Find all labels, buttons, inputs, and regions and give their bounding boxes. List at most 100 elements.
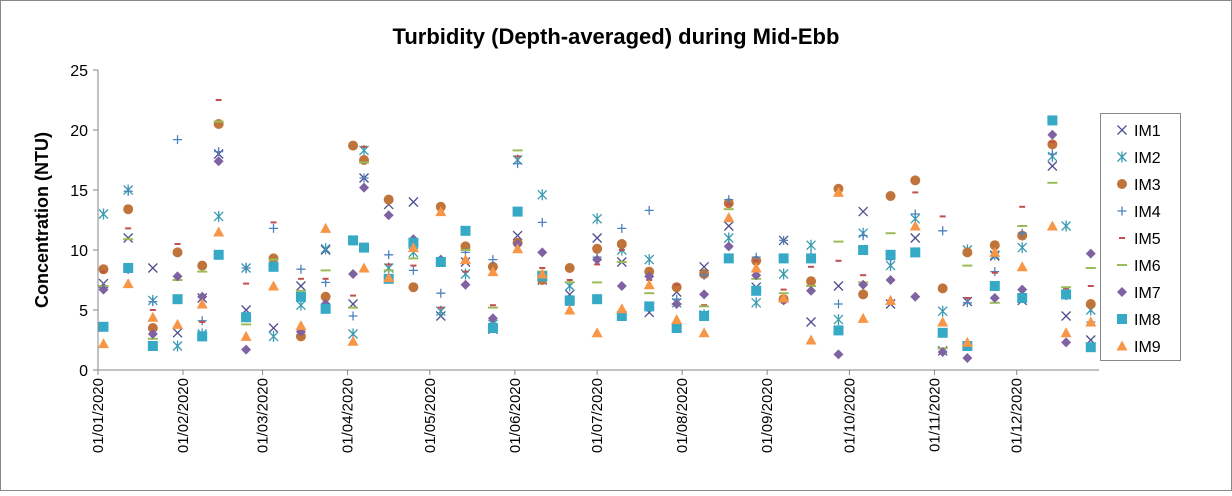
data-point <box>751 297 762 309</box>
legend-marker <box>1117 314 1127 324</box>
data-point <box>348 235 359 246</box>
data-point <box>699 311 710 321</box>
legend-marker <box>1116 340 1128 351</box>
data-point <box>671 282 682 293</box>
data-point <box>320 222 332 233</box>
data-point <box>616 311 627 321</box>
data-point <box>295 291 306 302</box>
data-point <box>858 279 869 290</box>
x-tick-label: 01/04/2020 <box>340 378 357 453</box>
x-tick-label: 01/08/2020 <box>674 378 691 453</box>
data-point <box>806 239 817 251</box>
data-point <box>806 285 817 296</box>
data-point <box>98 284 109 295</box>
data-point <box>348 140 359 151</box>
data-point <box>98 264 109 275</box>
legend-marker <box>1117 287 1127 297</box>
data-point <box>241 263 251 273</box>
data-point <box>779 235 789 245</box>
data-point <box>1085 316 1097 327</box>
data-point <box>537 189 548 201</box>
data-point <box>1061 220 1072 232</box>
data-point <box>359 155 370 165</box>
data-point <box>1017 228 1027 238</box>
data-point <box>805 334 817 345</box>
data-point <box>268 330 279 342</box>
data-point <box>989 281 1000 291</box>
data-point <box>348 311 358 321</box>
data-point <box>833 299 843 309</box>
data-point <box>1061 311 1072 321</box>
legend-marker <box>1117 151 1127 163</box>
data-point <box>564 295 575 306</box>
data-point <box>408 282 419 293</box>
data-point <box>857 312 869 323</box>
data-point <box>699 270 709 280</box>
data-point <box>885 275 896 285</box>
data-point <box>240 330 252 341</box>
data-point <box>383 210 394 221</box>
x-tick-label: 01/07/2020 <box>589 378 606 453</box>
y-tick-label: 0 <box>79 363 88 380</box>
data-point <box>910 209 920 219</box>
y-tick-label: 10 <box>70 243 88 260</box>
data-point <box>699 289 710 300</box>
data-point <box>1047 129 1058 140</box>
data-point <box>148 297 158 307</box>
data-point <box>1085 248 1096 259</box>
data-point <box>564 304 576 315</box>
data-point <box>937 316 949 327</box>
data-point <box>1060 327 1072 338</box>
data-point <box>671 314 683 325</box>
data-point <box>488 255 498 265</box>
data-point <box>268 253 279 264</box>
data-point <box>172 271 183 282</box>
data-point <box>1061 337 1072 348</box>
data-point <box>1046 220 1058 231</box>
data-point <box>172 294 183 305</box>
data-point <box>172 340 183 352</box>
data-point <box>938 226 948 236</box>
x-tick-label: 01/03/2020 <box>255 378 272 453</box>
data-point <box>348 269 359 279</box>
data-point <box>213 119 224 129</box>
data-point <box>806 276 817 287</box>
data-point <box>487 323 498 333</box>
data-point <box>616 303 628 314</box>
data-point <box>1085 342 1096 353</box>
data-point <box>616 281 627 291</box>
data-point <box>833 281 844 291</box>
legend-label: IM1 <box>1134 123 1161 140</box>
x-tick-label: 01/09/2020 <box>759 378 776 453</box>
data-point <box>98 321 109 332</box>
x-tick-label: 01/11/2020 <box>926 378 943 452</box>
data-point <box>592 254 603 265</box>
data-point <box>436 288 446 298</box>
x-tick-label: 01/01/2020 <box>90 378 107 453</box>
data-point <box>592 243 603 254</box>
data-point <box>671 323 682 333</box>
data-point <box>990 267 1000 277</box>
data-point <box>1047 139 1058 150</box>
legend-label: IM5 <box>1134 231 1161 248</box>
data-point <box>1061 289 1072 300</box>
data-point <box>123 204 134 215</box>
data-point <box>591 327 603 338</box>
data-point <box>173 135 183 145</box>
legend-box <box>1100 113 1181 361</box>
data-point <box>617 223 627 233</box>
data-point <box>644 205 654 215</box>
data-point <box>592 294 603 305</box>
data-point <box>320 243 331 255</box>
data-point <box>213 249 224 260</box>
data-point <box>723 253 734 264</box>
data-point <box>197 291 208 302</box>
data-point <box>123 233 134 243</box>
data-point <box>671 299 682 309</box>
data-point <box>98 208 109 220</box>
data-point <box>699 261 710 272</box>
data-point <box>268 261 279 272</box>
data-point <box>383 272 395 283</box>
data-point <box>698 327 710 338</box>
data-point <box>407 242 419 253</box>
